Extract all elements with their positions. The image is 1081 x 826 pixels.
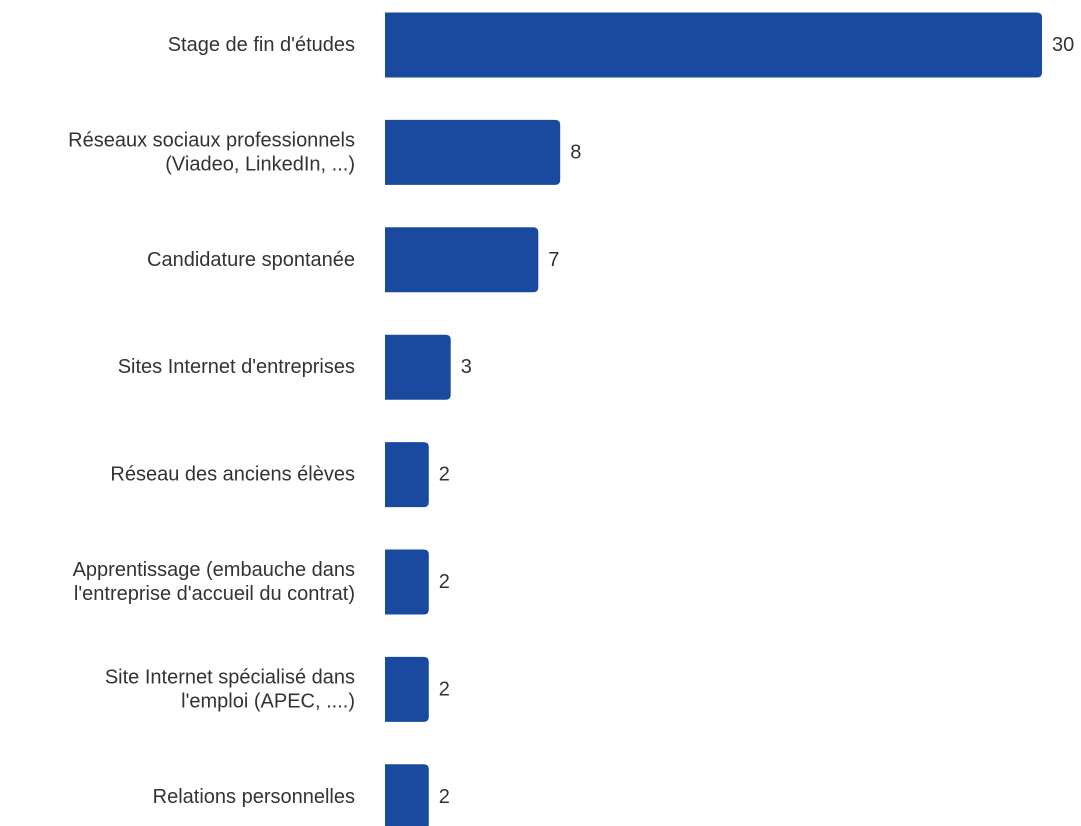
bar-3 — [385, 334, 451, 400]
category-label-2: Candidature spontanée — [147, 249, 355, 271]
category-label-4: Réseau des anciens élèves — [110, 464, 355, 486]
category-label-5: Apprentissage (embauche dans l'entreprise… — [73, 559, 355, 605]
value-label-6: 2 — [439, 678, 450, 700]
value-label-4: 2 — [439, 464, 450, 486]
category-label-line: Réseaux sociaux professionnels — [68, 129, 355, 151]
bar-0 — [385, 12, 1042, 78]
bar-1 — [385, 119, 561, 185]
category-label-line: l'entreprise d'accueil du contrat) — [74, 583, 355, 605]
category-labels-layer: Stage de fin d'études Réseaux sociaux pro… — [68, 34, 355, 808]
value-labels-layer: 30 8 7 3 2 2 2 2 — [439, 34, 1074, 808]
value-label-7: 2 — [439, 786, 450, 808]
category-label-line: Apprentissage (embauche dans — [73, 559, 355, 581]
category-label-7: Relations personnelles — [153, 786, 355, 808]
bar-5 — [385, 549, 429, 615]
category-label-6: Site Internet spécialisé dans l'emploi (A… — [105, 666, 355, 712]
category-label-line: Sites Internet d'entreprises — [118, 356, 355, 378]
value-label-5: 2 — [439, 571, 450, 593]
bar-2 — [385, 227, 539, 293]
value-label-1: 8 — [570, 141, 581, 163]
category-label-line: l'emploi (APEC, ....) — [181, 690, 355, 712]
category-label-line: Stage de fin d'études — [168, 34, 355, 56]
value-label-0: 30 — [1052, 34, 1074, 56]
category-label-line: Relations personnelles — [153, 786, 355, 808]
value-label-3: 3 — [461, 356, 472, 378]
category-label-line: Candidature spontanée — [147, 249, 355, 271]
value-label-2: 7 — [548, 249, 559, 271]
category-label-3: Sites Internet d'entreprises — [118, 356, 355, 378]
category-label-line: Réseau des anciens élèves — [110, 464, 355, 486]
bars-layer — [385, 12, 1042, 826]
bar-7 — [385, 764, 429, 826]
category-label-line: (Viadeo, LinkedIn, ...) — [165, 153, 355, 175]
category-label-0: Stage de fin d'études — [168, 34, 355, 56]
bar-4 — [385, 442, 429, 508]
category-label-line: Site Internet spécialisé dans — [105, 666, 355, 688]
bar-6 — [385, 656, 429, 722]
category-label-1: Réseaux sociaux professionnels (Viadeo, L… — [68, 129, 355, 175]
